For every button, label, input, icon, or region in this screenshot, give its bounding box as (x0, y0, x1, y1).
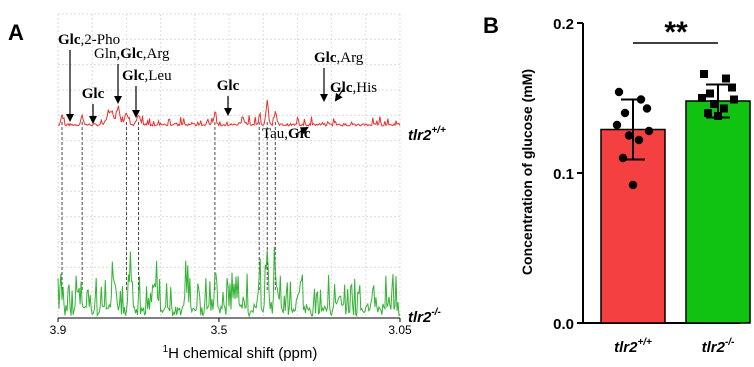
data-point (636, 95, 646, 104)
panel-a: A Glc,2-PhoGlcGln,Glc,ArgGlc,LeuGlcTau,G… (8, 13, 446, 362)
annotation-label-part: ,Leu (145, 68, 173, 84)
data-point (620, 108, 630, 118)
annotation-label-part: Gln, (94, 46, 120, 62)
series-label-knockout: tlr2-/- (408, 307, 441, 326)
annotation-label-part: ,His (353, 80, 378, 96)
annotation-label-part: ,Arg (143, 46, 170, 62)
spectrum-knockout (57, 246, 401, 318)
annotation-label-part: Glc (217, 78, 240, 94)
data-point (706, 89, 714, 98)
annotation-label: Glc (82, 86, 105, 102)
category-label: tlr2-/- (702, 337, 735, 356)
data-point (728, 83, 736, 92)
annotation-label: Glc,2-Pho (58, 32, 120, 48)
annotation-label: Glc,His (330, 80, 377, 96)
annotation-label-part: ,Arg (337, 50, 364, 66)
panel-a-label: A (8, 20, 24, 45)
data-point (644, 126, 654, 136)
data-point (698, 94, 706, 102)
annotations: Glc,2-PhoGlcGln,Glc,ArgGlc,LeuGlcTau,Glc… (58, 32, 377, 142)
bars (600, 100, 751, 324)
category-label-main: tlr2 (614, 339, 638, 356)
y-ticks: 0.0 0.1 0.2 (553, 16, 583, 333)
data-point (720, 104, 728, 113)
annotation-label: Glc,Leu (122, 68, 172, 84)
data-point (642, 104, 652, 113)
annotation-label-part: Glc (330, 80, 353, 96)
data-points (612, 70, 738, 190)
x-ticks: 3.9 3.5 3.05 (50, 318, 412, 337)
data-point (730, 95, 738, 104)
y-tick-label: 0.0 (553, 316, 574, 333)
annotation-label-part: Glc (122, 68, 145, 84)
x-tick-label: 3.9 (50, 323, 67, 337)
significance-stars: ** (664, 16, 688, 49)
data-point (700, 70, 708, 78)
significance-bracket: ** (633, 16, 718, 49)
category-label-sup: +/+ (637, 337, 652, 348)
annotation-label: Tau,Glc (262, 126, 311, 142)
annotation-label: Glc,Arg (314, 50, 364, 66)
x-axis-superscript: 1 (163, 344, 169, 355)
data-point (704, 109, 712, 117)
x-axis-title: 1H chemical shift (ppm) (163, 344, 318, 362)
annotation-arrows (66, 50, 345, 135)
peak-guides (61, 122, 276, 292)
y-tick-label: 0.2 (553, 16, 574, 33)
data-point (624, 131, 634, 140)
data-point (612, 120, 622, 130)
y-tick-label: 0.1 (553, 166, 574, 183)
data-point (614, 87, 624, 97)
panel-b-label: B (483, 13, 499, 38)
category-labels: tlr2+/+ tlr2-/- (614, 337, 735, 356)
panel-b: B Concentration of glucose (mM) 0.00.10.… (483, 13, 751, 356)
x-axis-title-text: H chemical shift (ppm) (168, 345, 317, 362)
y-axis-title: Concentration of glucose (mM) (519, 69, 535, 275)
data-point (710, 100, 718, 108)
annotation-arrow (334, 87, 345, 102)
data-point (722, 74, 730, 83)
annotation-arrow (295, 127, 309, 135)
bar (600, 128, 666, 324)
annotation-label-part: Glc (288, 126, 311, 142)
annotation-label-part: Glc (120, 46, 143, 62)
annotation-label: Gln,Glc,Arg (94, 46, 170, 62)
annotation-label-part: Glc (58, 32, 81, 48)
annotation-label-part: ,2-Pho (81, 32, 121, 48)
category-label: tlr2+/+ (614, 337, 652, 356)
annotation-label-part: Tau, (262, 126, 288, 142)
annotation-label-part: Glc (82, 86, 105, 102)
bar (685, 100, 751, 324)
x-tick-label: 3.05 (388, 323, 412, 337)
data-point (634, 135, 644, 145)
x-tick-label: 3.5 (211, 323, 228, 337)
grid (57, 13, 401, 319)
annotation-label: Glc (217, 78, 240, 94)
annotation-label-part: Glc (314, 50, 337, 66)
category-label-sup: -/- (725, 337, 735, 348)
data-point (714, 112, 722, 120)
category-label-main: tlr2 (702, 339, 726, 356)
spectrum-wild-type (57, 99, 401, 128)
series-label-wild-type: tlr2+/+ (408, 125, 446, 144)
data-point (618, 153, 628, 163)
data-point (628, 180, 638, 190)
spectra (57, 99, 401, 318)
